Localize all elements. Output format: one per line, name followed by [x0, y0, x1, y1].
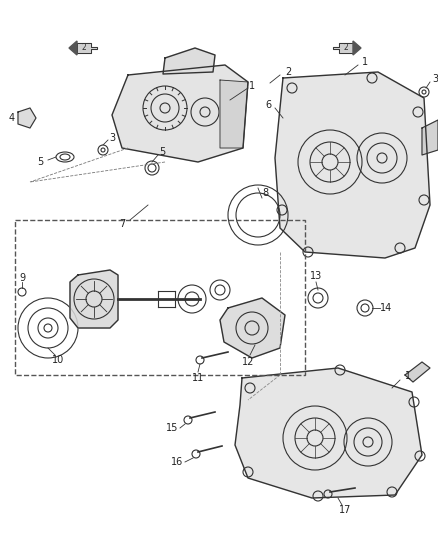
Polygon shape — [235, 368, 422, 498]
Text: 15: 15 — [166, 423, 178, 433]
Text: 12: 12 — [242, 357, 254, 367]
Polygon shape — [353, 41, 361, 55]
Text: 1: 1 — [405, 371, 411, 381]
Text: 6: 6 — [265, 100, 271, 110]
Text: 8: 8 — [262, 188, 268, 198]
Polygon shape — [275, 72, 430, 258]
Polygon shape — [220, 298, 285, 358]
Text: 5: 5 — [159, 147, 165, 157]
Polygon shape — [405, 362, 430, 382]
Polygon shape — [112, 65, 248, 162]
Text: 16: 16 — [171, 457, 183, 467]
Text: 2: 2 — [344, 44, 348, 52]
Text: 9: 9 — [19, 273, 25, 283]
Polygon shape — [18, 108, 36, 128]
Text: 3: 3 — [432, 74, 438, 84]
Polygon shape — [77, 43, 97, 53]
Text: 1: 1 — [362, 57, 368, 67]
Text: 2: 2 — [285, 67, 291, 77]
Text: 17: 17 — [339, 505, 351, 515]
Polygon shape — [69, 41, 77, 55]
Polygon shape — [163, 48, 215, 74]
Text: 11: 11 — [192, 373, 204, 383]
Polygon shape — [333, 43, 353, 53]
Text: 1: 1 — [249, 81, 255, 91]
Text: 3: 3 — [109, 133, 115, 143]
Text: 13: 13 — [310, 271, 322, 281]
Text: 5: 5 — [37, 157, 43, 167]
Text: 2: 2 — [81, 44, 86, 52]
Bar — [15, 220, 305, 375]
Text: 4: 4 — [9, 113, 15, 123]
Polygon shape — [422, 120, 438, 155]
Text: 10: 10 — [52, 355, 64, 365]
Text: 7: 7 — [119, 219, 125, 229]
Text: 14: 14 — [380, 303, 392, 313]
Polygon shape — [70, 270, 118, 328]
Polygon shape — [220, 80, 248, 148]
